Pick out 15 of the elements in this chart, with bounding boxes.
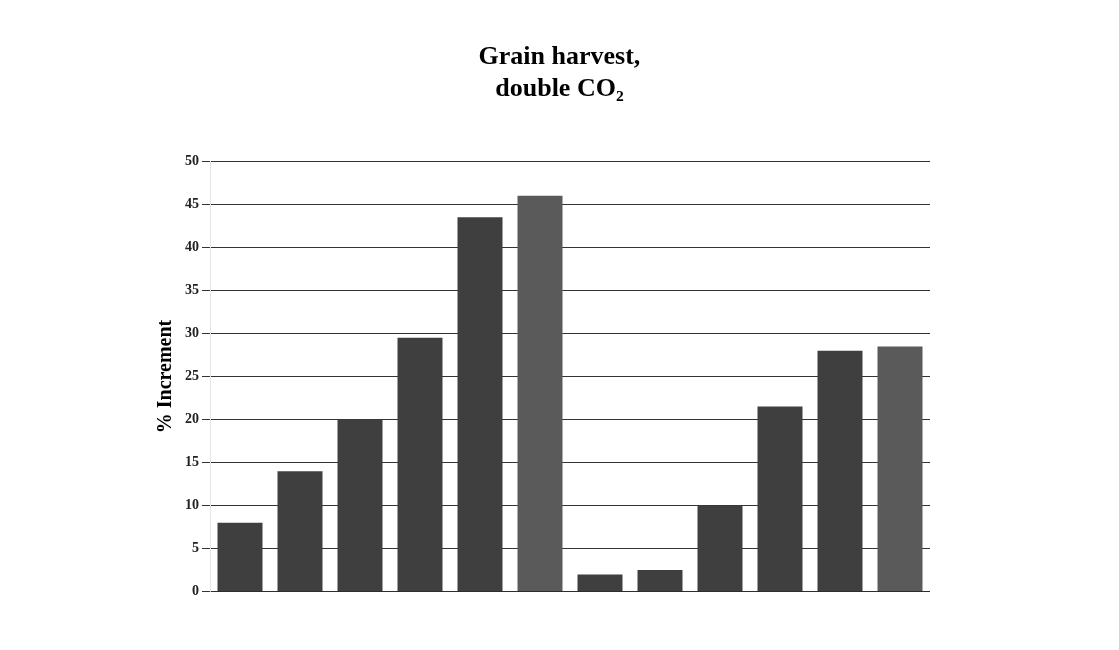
y-tick-label: 10: [185, 497, 199, 513]
y-tick-label: 20: [185, 411, 199, 427]
y-axis-title: % Increment: [153, 319, 176, 434]
bar: [517, 195, 563, 592]
y-tick-label: 35: [185, 282, 199, 298]
chart-title: Grain harvest, double CO₂: [477, 40, 642, 104]
y-tick-label: 45: [185, 196, 199, 212]
y-tick-label: 50: [185, 153, 199, 169]
y-tick-label: 30: [185, 325, 199, 341]
bar: [877, 346, 923, 592]
y-tick-label: 40: [185, 239, 199, 255]
y-tick-label: 15: [185, 454, 199, 470]
y-tick-label: 0: [192, 583, 199, 599]
y-tick-label: 5: [192, 540, 199, 556]
y-tick-label: 25: [185, 368, 199, 384]
